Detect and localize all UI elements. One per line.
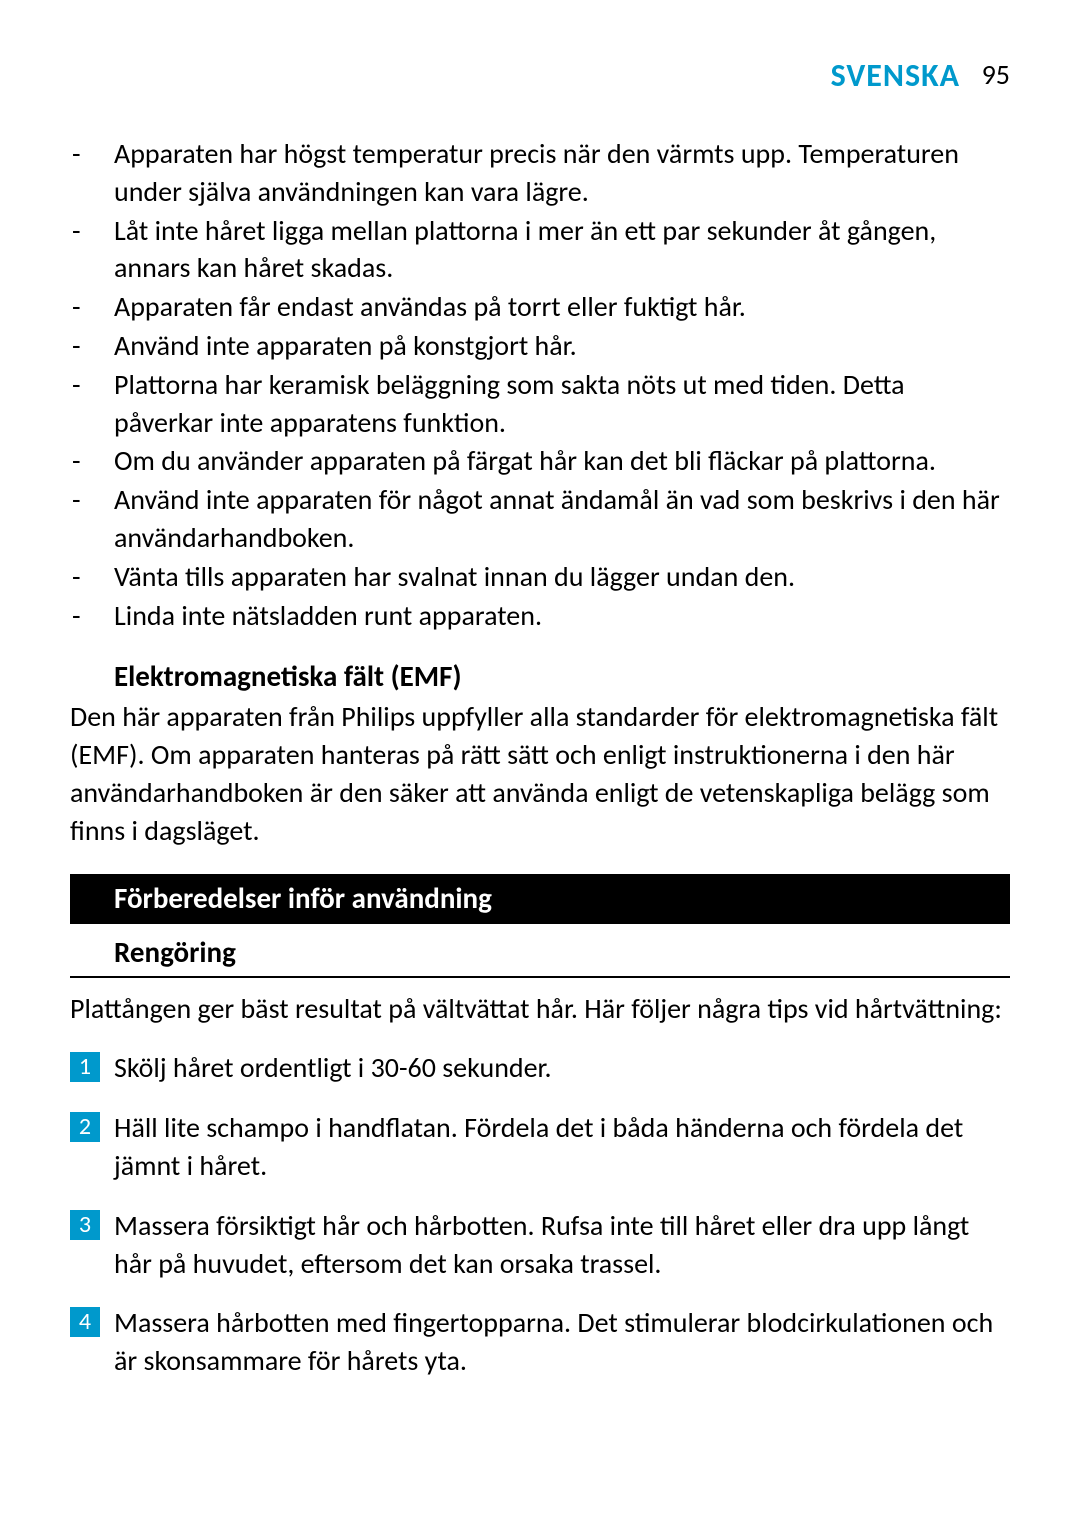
step-text: Skölj håret ordentligt i 30-60 sekunder. <box>114 1049 1010 1087</box>
emf-heading: Elektromagnetiska fält (EMF) <box>114 658 1010 694</box>
list-item: - Använd inte apparaten för något annat … <box>70 481 1010 557</box>
subsection-heading: Rengöring <box>114 934 1010 970</box>
subsection-intro: Plattången ger bäst resultat på vältvätt… <box>70 990 1010 1028</box>
bullet-text: Vänta tills apparaten har svalnat innan … <box>114 558 1010 596</box>
step-number-badge: 1 <box>70 1052 100 1082</box>
step-item: 1 Skölj håret ordentligt i 30-60 sekunde… <box>70 1049 1010 1087</box>
list-item: - Låt inte håret ligga mellan plattorna … <box>70 212 1010 288</box>
step-number-badge: 4 <box>70 1307 100 1337</box>
bullet-text: Använd inte apparaten för något annat än… <box>114 481 1010 557</box>
bullet-dash-icon: - <box>70 212 114 288</box>
step-text: Massera försiktigt hår och hårbotten. Ru… <box>114 1207 1010 1283</box>
step-text: Massera hårbotten med fingertopparna. De… <box>114 1304 1010 1380</box>
bullet-text: Apparaten får endast användas på torrt e… <box>114 288 1010 326</box>
step-item: 2 Häll lite schampo i handflatan. Fördel… <box>70 1109 1010 1185</box>
page-container: SVENSKA 95 - Apparaten har högst tempera… <box>0 0 1080 1462</box>
bullet-text: Apparaten har högst temperatur precis nä… <box>114 135 1010 211</box>
bullet-text: Linda inte nätsladden runt apparaten. <box>114 597 1010 635</box>
divider <box>70 976 1010 978</box>
step-number-badge: 2 <box>70 1112 100 1142</box>
list-item: - Använd inte apparaten på konstgjort hå… <box>70 327 1010 365</box>
bullet-dash-icon: - <box>70 442 114 480</box>
step-number-badge: 3 <box>70 1210 100 1240</box>
bullet-list: - Apparaten har högst temperatur precis … <box>70 135 1010 634</box>
page-header: SVENSKA 95 <box>70 56 1010 95</box>
step-text: Häll lite schampo i handflatan. Fördela … <box>114 1109 1010 1185</box>
list-item: - Om du använder apparaten på färgat hår… <box>70 442 1010 480</box>
section-title-bar: Förberedelser inför användning <box>70 874 1010 924</box>
step-item: 3 Massera försiktigt hår och hårbotten. … <box>70 1207 1010 1283</box>
language-label: SVENSKA <box>831 56 960 95</box>
bullet-text: Plattorna har keramisk beläggning som sa… <box>114 366 1010 442</box>
list-item: - Apparaten får endast användas på torrt… <box>70 288 1010 326</box>
bullet-dash-icon: - <box>70 288 114 326</box>
list-item: - Vänta tills apparaten har svalnat inna… <box>70 558 1010 596</box>
bullet-dash-icon: - <box>70 135 114 211</box>
bullet-dash-icon: - <box>70 558 114 596</box>
emf-paragraph: Den här apparaten från Philips uppfyller… <box>70 698 1010 849</box>
bullet-dash-icon: - <box>70 366 114 442</box>
bullet-text: Låt inte håret ligga mellan plattorna i … <box>114 212 1010 288</box>
bullet-text: Använd inte apparaten på konstgjort hår. <box>114 327 1010 365</box>
bullet-dash-icon: - <box>70 327 114 365</box>
list-item: - Plattorna har keramisk beläggning som … <box>70 366 1010 442</box>
page-number: 95 <box>982 57 1010 92</box>
bullet-dash-icon: - <box>70 481 114 557</box>
list-item: - Linda inte nätsladden runt apparaten. <box>70 597 1010 635</box>
bullet-text: Om du använder apparaten på färgat hår k… <box>114 442 1010 480</box>
bullet-dash-icon: - <box>70 597 114 635</box>
list-item: - Apparaten har högst temperatur precis … <box>70 135 1010 211</box>
step-item: 4 Massera hårbotten med fingertopparna. … <box>70 1304 1010 1380</box>
